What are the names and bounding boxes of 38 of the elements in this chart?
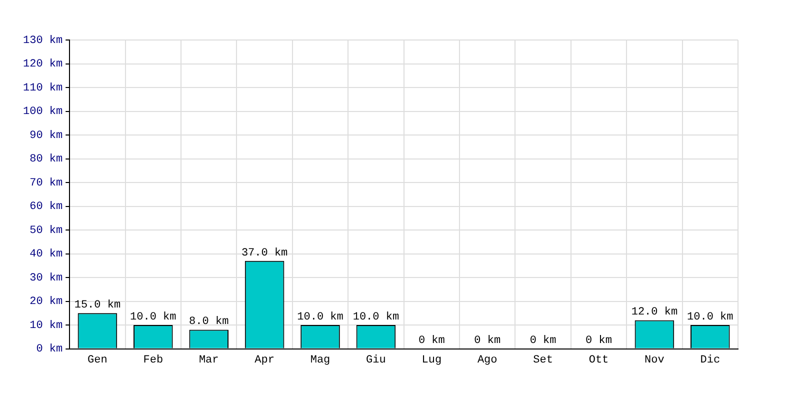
data-label: 15.0 km xyxy=(74,300,121,312)
data-label: 0 km xyxy=(418,335,446,348)
x-tick-label: Giu xyxy=(366,354,386,366)
y-tick-label: 20 km xyxy=(30,296,63,308)
x-tick-label: Ott xyxy=(588,354,609,366)
y-tick-label: 80 km xyxy=(30,154,63,166)
y-tick-label: 60 km xyxy=(30,201,63,214)
data-label: 10.0 km xyxy=(687,311,734,324)
data-label: 0 km xyxy=(474,335,501,348)
y-tick-label: 130 km xyxy=(22,34,63,47)
y-tick-label: 40 km xyxy=(30,248,63,261)
data-label: 10.0 km xyxy=(297,311,344,324)
x-tick-label: Nov xyxy=(644,354,665,366)
data-label: 12.0 km xyxy=(631,306,678,319)
y-tick-label: 110 km xyxy=(22,82,63,94)
data-label: 10.0 km xyxy=(352,311,400,324)
y-tick-label: 30 km xyxy=(30,272,63,284)
x-tick-label: Set xyxy=(533,354,553,366)
data-label: 10.0 km xyxy=(130,311,177,324)
x-tick-label: Mag xyxy=(310,354,330,366)
y-tick-label: 90 km xyxy=(30,130,63,142)
y-tick-label: 10 km xyxy=(30,320,63,332)
x-tick-label: Mar xyxy=(198,354,219,366)
data-label: 8.0 km xyxy=(189,316,230,328)
y-tick-label: 0 km xyxy=(36,344,64,356)
y-tick-label: 70 km xyxy=(30,177,63,190)
x-tick-label: Ago xyxy=(477,354,498,366)
y-tick-label: 50 km xyxy=(30,224,63,237)
x-tick-label: Dic xyxy=(700,354,720,366)
data-label: 0 km xyxy=(586,335,612,348)
x-tick-label: Feb xyxy=(143,354,164,366)
x-tick-label: Lug xyxy=(422,354,442,366)
data-label: 0 km xyxy=(530,335,557,348)
y-tick-label: 120 km xyxy=(22,58,63,71)
y-tick-label: 100 km xyxy=(22,106,63,118)
x-tick-label: Apr xyxy=(254,354,274,366)
x-tick-label: Gen xyxy=(88,354,108,366)
data-label: 37.0 km xyxy=(241,247,288,260)
